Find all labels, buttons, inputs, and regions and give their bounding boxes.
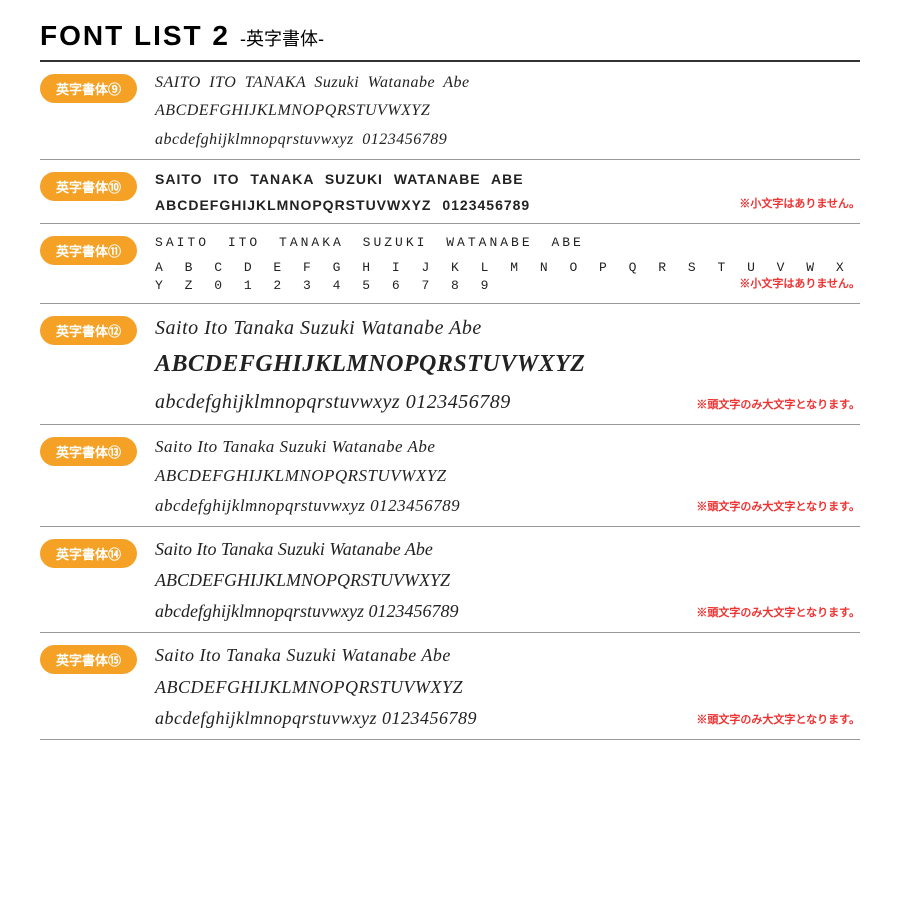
header-subtitle: -英字書体- — [240, 25, 324, 51]
sample-line: abcdefghijklmnopqrstuvwxyz 0123456789 — [155, 129, 860, 151]
sample-block: SAITO ITO TANAKA Suzuki Watanabe Abe ABC… — [155, 72, 860, 151]
page-header: FONT LIST 2 -英字書体- — [40, 20, 860, 62]
font-badge: 英字書体⑫ — [40, 316, 137, 345]
font-note: ※頭文字のみ大文字となります。 — [696, 396, 860, 412]
sample-line: SAITO ITO TANAKA SUZUKI WATANABE ABE — [155, 170, 860, 190]
sample-line: ABCDEFGHIJKLMNOPQRSTUVWXYZ — [155, 348, 860, 382]
sample-line: ABCDEFGHIJKLMNOPQRSTUVWXYZ — [155, 675, 860, 700]
font-note: ※小文字はありません。 — [739, 275, 860, 291]
font-badge: 英字書体⑬ — [40, 437, 137, 466]
font-row-13: 英字書体⑬ Saito Ito Tanaka Suzuki Watanabe A… — [40, 425, 860, 527]
sample-line: Saito Ito Tanaka Suzuki Watanabe Abe — [155, 643, 860, 668]
font-note: ※頭文字のみ大文字となります。 — [696, 498, 860, 514]
sample-line: SAITO ITO TANAKA Suzuki Watanabe Abe — [155, 72, 860, 94]
font-badge: 英字書体⑭ — [40, 539, 137, 568]
font-note: ※頭文字のみ大文字となります。 — [696, 604, 860, 620]
sample-line: ABCDEFGHIJKLMNOPQRSTUVWXYZ — [155, 568, 860, 593]
sample-line: Saito Ito Tanaka Suzuki Watanabe Abe — [155, 537, 860, 562]
font-badge: 英字書体⑪ — [40, 236, 137, 265]
font-row-9: 英字書体⑨ SAITO ITO TANAKA Suzuki Watanabe A… — [40, 62, 860, 160]
font-badge: 英字書体⑨ — [40, 74, 137, 103]
font-row-12: 英字書体⑫ Saito Ito Tanaka Suzuki Watanabe A… — [40, 304, 860, 425]
sample-line: SAITO ITO TANAKA SUZUKI WATANABE ABE — [155, 234, 860, 252]
sample-line: ABCDEFGHIJKLMNOPQRSTUVWXYZ — [155, 100, 860, 122]
font-badge: 英字書体⑩ — [40, 172, 137, 201]
font-note: ※小文字はありません。 — [739, 195, 860, 211]
sample-line: ABCDEFGHIJKLMNOPQRSTUVWXYZ — [155, 464, 860, 488]
font-note: ※頭文字のみ大文字となります。 — [696, 711, 860, 727]
font-row-10: 英字書体⑩ SAITO ITO TANAKA SUZUKI WATANABE A… — [40, 160, 860, 224]
font-row-15: 英字書体⑮ Saito Ito Tanaka Suzuki Watanabe A… — [40, 633, 860, 740]
sample-line: Saito Ito Tanaka Suzuki Watanabe Abe — [155, 314, 860, 342]
header-title: FONT LIST 2 — [40, 20, 230, 52]
sample-line: Saito Ito Tanaka Suzuki Watanabe Abe — [155, 435, 860, 459]
font-row-11: 英字書体⑪ SAITO ITO TANAKA SUZUKI WATANABE A… — [40, 224, 860, 304]
font-badge: 英字書体⑮ — [40, 645, 137, 674]
font-row-14: 英字書体⑭ Saito Ito Tanaka Suzuki Watanabe A… — [40, 527, 860, 634]
